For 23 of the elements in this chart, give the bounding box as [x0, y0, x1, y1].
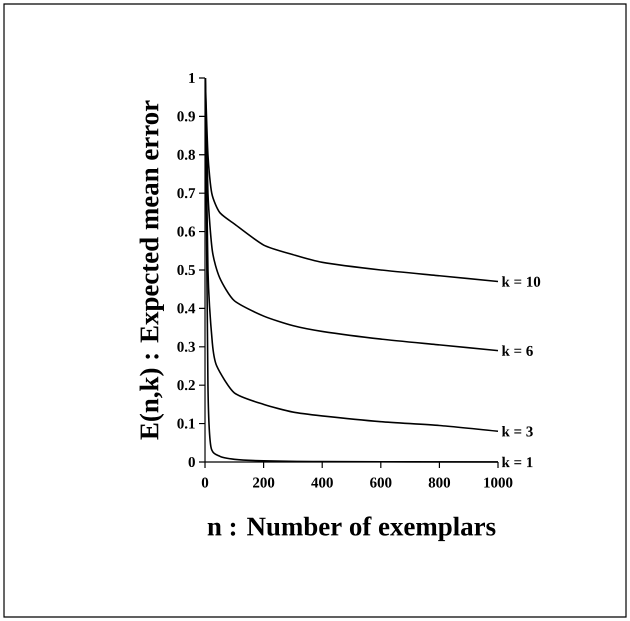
y-axis-title: E(n,k) : Expected mean error: [140, 100, 164, 440]
y-tick-label: 0.7: [177, 188, 196, 198]
series-label: k = 3: [502, 426, 533, 437]
x-tick-label: 200: [253, 478, 274, 488]
y-tick-label: 0.6: [177, 226, 196, 237]
series-label: k = 10: [502, 276, 540, 287]
x-tick-label: 400: [311, 478, 333, 488]
series-label: k = 6: [502, 345, 533, 356]
y-tick-label: 0.9: [177, 111, 195, 122]
y-tick-label: 0.5: [177, 264, 195, 276]
x-tick-label: 1000: [484, 478, 512, 488]
y-tick-label: 0.3: [177, 342, 195, 352]
y-tick-label: 0.1: [177, 418, 195, 429]
y-tick-label: 0.2: [177, 380, 195, 390]
y-tick-label: 1: [189, 73, 195, 83]
x-tick-label: 600: [370, 478, 392, 488]
x-tick-label: 0: [202, 478, 208, 488]
series-label: k = 1: [502, 456, 533, 468]
y-tick-label: 0: [188, 456, 195, 468]
y-tick-label: 0.8: [177, 150, 195, 160]
y-tick-label: 0.4: [177, 303, 196, 314]
x-axis-title: n : Number of exemplars: [208, 516, 496, 542]
x-tick-label: 800: [428, 478, 450, 488]
